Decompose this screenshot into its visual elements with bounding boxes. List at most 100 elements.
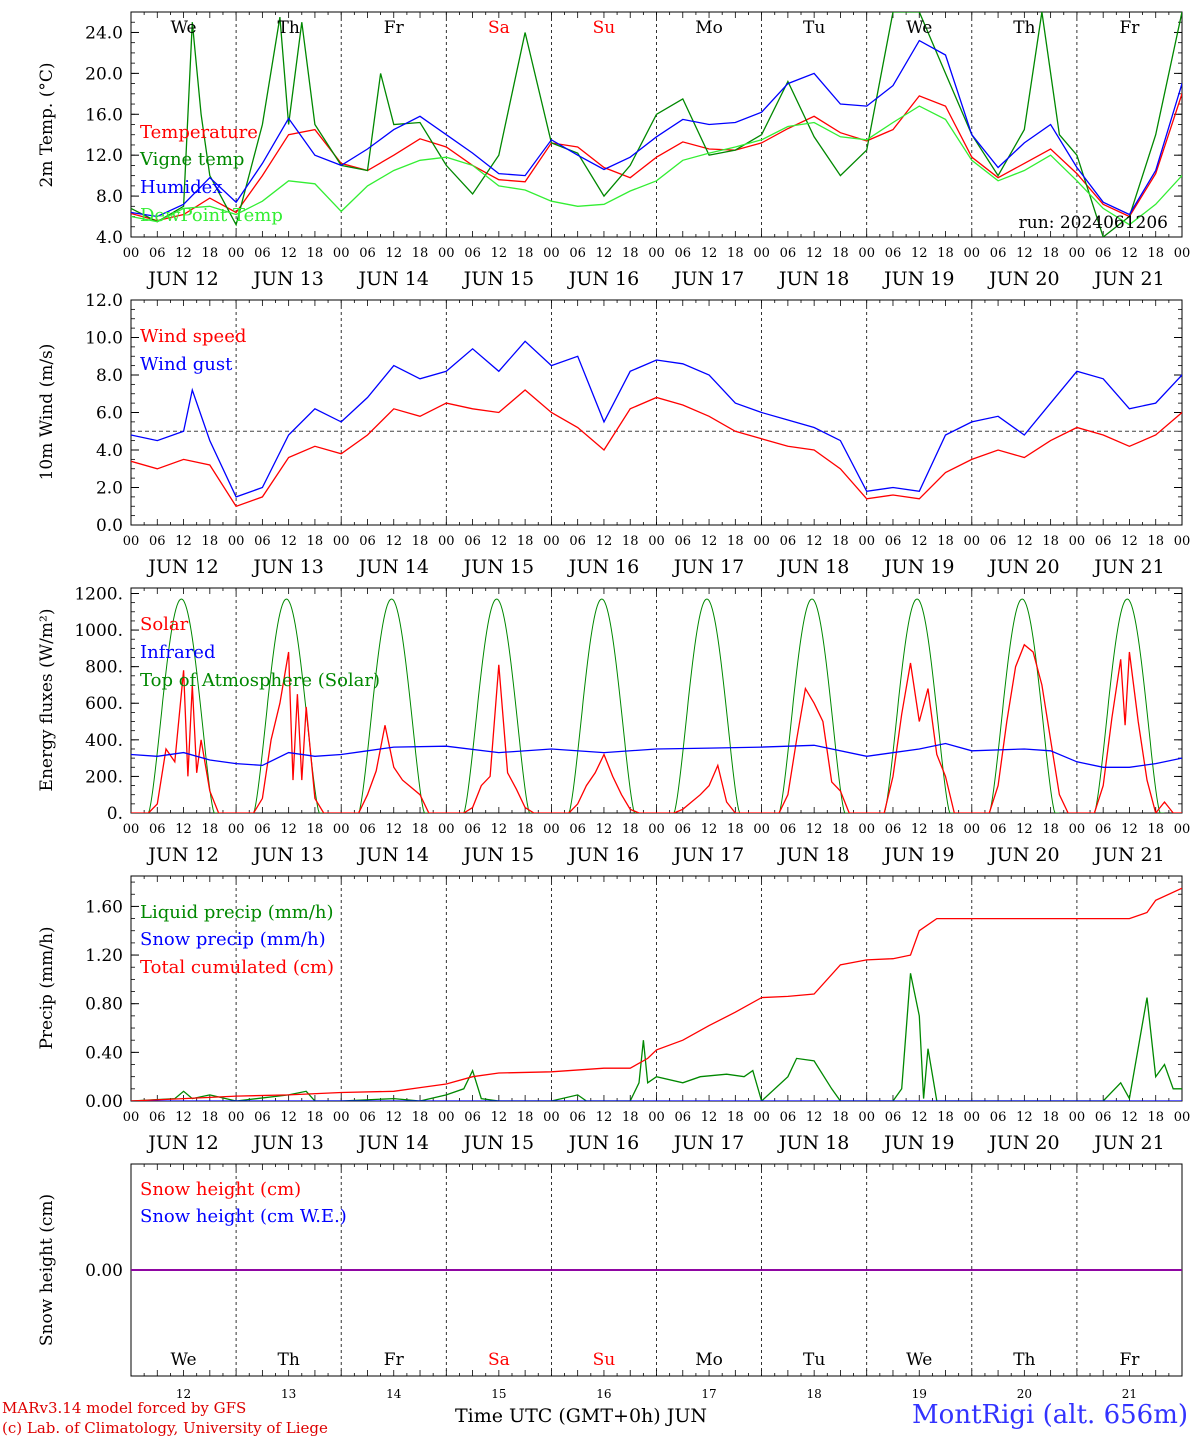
- weekday-label: Su: [593, 18, 616, 38]
- y-tick-label: 200.: [85, 767, 123, 787]
- day-number-label: 13: [281, 1387, 296, 1401]
- hour-tick-label: 00: [964, 534, 981, 549]
- hour-tick-label: 18: [202, 534, 219, 549]
- hour-tick-label: 18: [307, 534, 324, 549]
- date-label: JUN 15: [462, 268, 534, 290]
- hour-tick-label: 18: [832, 1110, 849, 1125]
- series-line-1: [131, 92, 1182, 222]
- weekday-label: Tu: [803, 18, 825, 38]
- toa-solar-curve: [354, 598, 429, 813]
- panel-3: 0. 200. 400. 600. 800. 1000. 1200. Energy fluxe…: [37, 584, 1191, 866]
- y-tick-label: 24.0: [85, 23, 123, 43]
- date-label: JUN 17: [672, 268, 744, 290]
- y-tick-label: 6.0: [96, 404, 123, 424]
- hour-tick-label: 12: [701, 1110, 718, 1125]
- hour-tick-label: 00: [753, 534, 770, 549]
- hour-tick-label: 18: [517, 534, 534, 549]
- weekday-label: Th: [278, 1350, 300, 1370]
- legend-entry: Snow precip (mm/h): [140, 929, 326, 950]
- hour-tick-label: 06: [149, 1110, 166, 1125]
- y-axis-label: 2m Temp. (°C): [37, 62, 57, 187]
- hour-tick-label: 18: [937, 246, 954, 261]
- hour-tick-label: 12: [491, 1110, 508, 1125]
- day-number-label: 19: [912, 1387, 927, 1401]
- hour-tick-label: 00: [1174, 1110, 1191, 1125]
- legend-entry: Temperature: [140, 122, 258, 143]
- hour-tick-label: 00: [1174, 246, 1191, 261]
- hour-tick-label: 18: [412, 246, 429, 261]
- hour-tick-label: 00: [228, 246, 245, 261]
- weekday-label: We: [906, 18, 932, 38]
- hour-tick-label: 12: [175, 246, 192, 261]
- hour-tick-label: 18: [307, 1110, 324, 1125]
- legend-entry: Liquid precip (mm/h): [140, 902, 334, 923]
- hour-tick-label: 00: [648, 246, 665, 261]
- y-tick-label: 2.0: [96, 479, 123, 499]
- date-label: JUN 19: [882, 844, 954, 866]
- plot-frame: [130, 587, 1183, 814]
- hour-tick-label: 18: [202, 246, 219, 261]
- hour-tick-label: 12: [806, 822, 823, 837]
- legend-entry: Solar: [140, 614, 189, 635]
- hour-tick-label: 12: [1121, 822, 1138, 837]
- hour-tick-label: 00: [438, 246, 455, 261]
- date-label: JUN 17: [672, 1132, 744, 1154]
- hour-tick-label: 18: [1147, 822, 1164, 837]
- hour-tick-label: 18: [727, 1110, 744, 1125]
- plot-frame: [130, 299, 1183, 526]
- y-axis-label: Snow height (cm): [37, 1194, 57, 1346]
- toa-solar-curve: [669, 598, 745, 813]
- toa-solar-curve: [879, 598, 955, 813]
- date-label: JUN 20: [987, 844, 1059, 866]
- hour-tick-label: 00: [648, 822, 665, 837]
- date-label: JUN 14: [357, 844, 429, 866]
- hour-tick-label: 18: [517, 246, 534, 261]
- hour-tick-label: 00: [228, 822, 245, 837]
- weekday-label: Th: [1013, 18, 1035, 38]
- date-label: JUN 18: [777, 844, 849, 866]
- hour-tick-label: 06: [1095, 822, 1112, 837]
- station-title: MontRigi (alt. 656m): [912, 1400, 1188, 1430]
- legend-entry: Snow height (cm W.E.): [140, 1206, 347, 1227]
- hour-tick-label: 00: [543, 822, 560, 837]
- hour-tick-label: 06: [675, 822, 692, 837]
- day-number-label: 12: [176, 1387, 191, 1401]
- legend-entry: Wind speed: [140, 326, 246, 347]
- hour-tick-label: 12: [806, 1110, 823, 1125]
- panel-1: 4.0 8.0 12.0 16.0 20.0 24.0 2m Temp. (°C) Tempe…: [37, 11, 1191, 290]
- hour-tick-label: 18: [1147, 1110, 1164, 1125]
- hour-tick-label: 06: [780, 822, 797, 837]
- hour-tick-label: 18: [307, 246, 324, 261]
- hour-tick-label: 00: [964, 822, 981, 837]
- hour-tick-label: 00: [648, 1110, 665, 1125]
- hour-tick-label: 06: [885, 822, 902, 837]
- series-group: [131, 340, 1182, 508]
- legend-entry: Infrared: [140, 642, 215, 663]
- hour-tick-label: 18: [832, 534, 849, 549]
- hour-tick-label: 12: [175, 534, 192, 549]
- date-label: JUN 12: [146, 1132, 218, 1154]
- hour-tick-label: 12: [175, 1110, 192, 1125]
- series-group: [131, 887, 1182, 1101]
- hour-tick-label: 18: [412, 534, 429, 549]
- weekday-label: Su: [593, 1350, 616, 1370]
- day-number-label: 17: [701, 1387, 716, 1401]
- hour-tick-label: 12: [491, 534, 508, 549]
- day-number-label: 14: [386, 1387, 402, 1401]
- hour-tick-label: 06: [885, 246, 902, 261]
- credit-lab: (c) Lab. of Climatology, University of L…: [2, 1419, 328, 1437]
- hour-tick-label: 06: [780, 246, 797, 261]
- weekday-label: Th: [1013, 1350, 1035, 1370]
- hour-tick-label: 00: [333, 534, 350, 549]
- hour-tick-label: 00: [1174, 822, 1191, 837]
- hour-tick-label: 12: [385, 246, 402, 261]
- hour-tick-label: 12: [596, 534, 613, 549]
- date-label: JUN 15: [462, 844, 534, 866]
- hour-tick-label: 00: [543, 534, 560, 549]
- date-label: JUN 20: [987, 556, 1059, 578]
- hour-tick-label: 12: [491, 246, 508, 261]
- hour-tick-label: 00: [753, 1110, 770, 1125]
- hour-tick-label: 18: [1042, 534, 1059, 549]
- legend-entry: Wind gust: [140, 354, 233, 375]
